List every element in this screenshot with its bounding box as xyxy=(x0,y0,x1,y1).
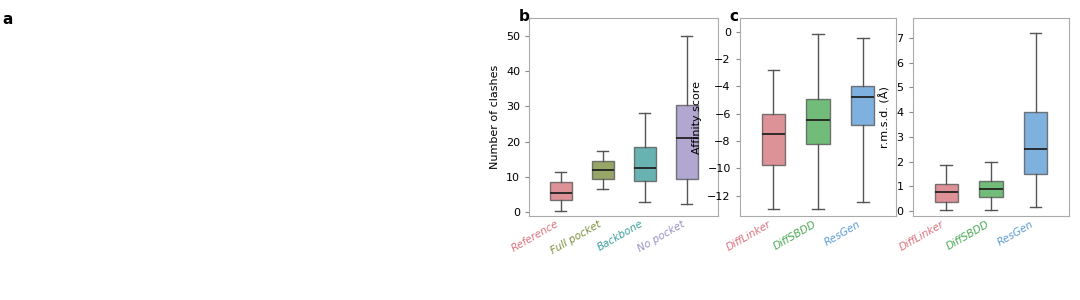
Y-axis label: Number of clashes: Number of clashes xyxy=(490,65,500,169)
PathPatch shape xyxy=(807,99,829,144)
Text: c: c xyxy=(729,9,738,24)
PathPatch shape xyxy=(592,161,613,179)
PathPatch shape xyxy=(676,105,698,179)
PathPatch shape xyxy=(761,114,785,166)
PathPatch shape xyxy=(1024,112,1048,174)
PathPatch shape xyxy=(851,86,875,124)
PathPatch shape xyxy=(550,182,571,200)
PathPatch shape xyxy=(634,147,656,181)
Y-axis label: r.m.s.d. (Å): r.m.s.d. (Å) xyxy=(879,86,891,148)
Text: a: a xyxy=(2,12,13,27)
Text: b: b xyxy=(518,9,529,24)
PathPatch shape xyxy=(934,184,958,203)
PathPatch shape xyxy=(980,181,1002,197)
Y-axis label: Affinity score: Affinity score xyxy=(691,80,702,154)
